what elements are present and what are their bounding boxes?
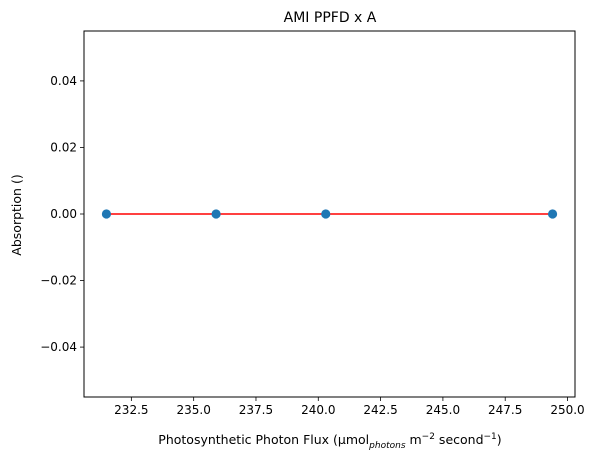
x-tick-label: 242.5 <box>363 403 397 417</box>
data-point <box>211 209 221 219</box>
x-axis-label: Photosynthetic Photon Flux (µmolphotons … <box>158 432 501 451</box>
data-point <box>321 209 331 219</box>
chart-title: AMI PPFD x A <box>284 10 377 26</box>
x-tick-label: 250.0 <box>550 403 584 417</box>
y-tick-label: −0.02 <box>40 274 77 288</box>
y-tick-label: −0.04 <box>40 340 77 354</box>
plot-layer: 232.5 235.0 237.5 240.0 242.5 245.0 247.5 250.0… <box>40 30 585 417</box>
x-axis-label-mid2: second <box>435 432 484 447</box>
x-axis-label-sup1: −2 <box>422 432 435 442</box>
x-axis-label-sub1: photons <box>368 441 406 451</box>
x-axis-label-sup2: −1 <box>484 432 497 442</box>
x-tick-label: 247.5 <box>488 403 522 417</box>
y-tick-label: 0.00 <box>50 207 77 221</box>
y-axis-label-text: Absorption () <box>9 174 24 255</box>
x-tick-label: 232.5 <box>114 403 148 417</box>
x-tick-label: 235.0 <box>176 403 210 417</box>
x-tick-label: 237.5 <box>239 403 273 417</box>
y-tick-label: 0.04 <box>50 74 77 88</box>
x-tick-label: 240.0 <box>301 403 335 417</box>
x-tick-label: 245.0 <box>426 403 460 417</box>
x-axis-label-mid: m <box>406 432 422 447</box>
y-tick-label: 0.02 <box>50 140 77 154</box>
y-axis-label: Absorption () <box>9 174 24 255</box>
x-axis-label-suffix: ) <box>497 432 502 447</box>
x-axis-label-prefix: Photosynthetic Photon Flux (µmol <box>158 432 369 447</box>
data-point <box>547 209 558 219</box>
data-point <box>101 209 112 219</box>
